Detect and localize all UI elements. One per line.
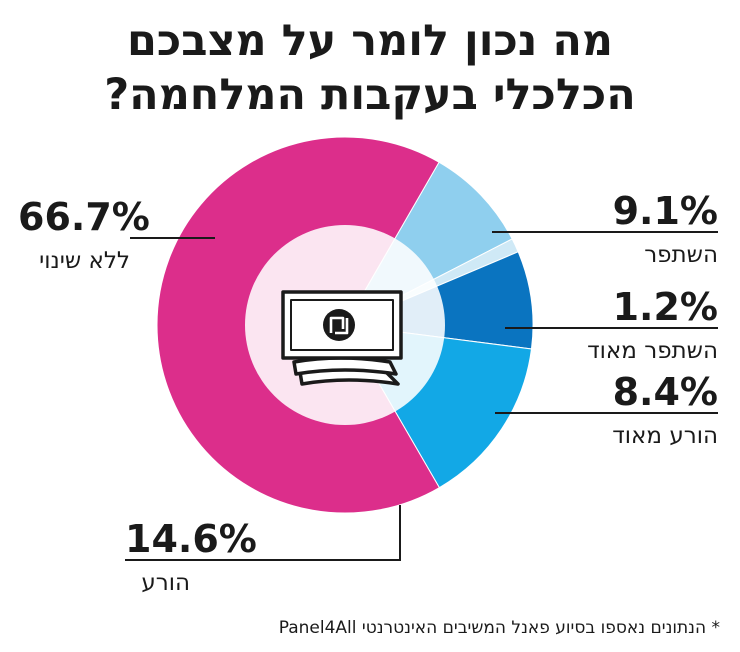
value-label-much-worse: 8.4%: [613, 370, 718, 414]
chart-title: מה נכון לומר על מצבכם הכלכלי בעקבות המלח…: [0, 14, 740, 122]
chart-title-line-1: מה נכון לומר על מצבכם: [126, 16, 614, 66]
category-label-no-change: ללא שינוי: [39, 248, 130, 274]
category-label-much-improved: השתפר מאוד: [587, 338, 718, 364]
value-label-no-change: 66.7%: [18, 195, 150, 239]
leader-lines: [125, 231, 718, 561]
slice-labels: 66.7% ללא שינוי 9.1% השתפר 1.2% השתפר מא…: [18, 189, 718, 596]
value-label-improved: 9.1%: [613, 189, 718, 233]
category-label-improved: השתפר: [644, 242, 718, 268]
value-label-worse: 14.6%: [125, 517, 257, 561]
source-footnote: * הנתונים נאספו בסיוע פאנל המשיבים האינט…: [278, 618, 720, 638]
shekel-banknote-icon: [281, 290, 403, 386]
chart-title-line-2: הכלכלי בעקבות המלחמה?: [104, 70, 636, 120]
leader-line-worse: [125, 505, 401, 561]
value-label-much-improved: 1.2%: [613, 285, 718, 329]
category-label-much-worse: הורע מאוד: [612, 423, 718, 449]
category-label-worse: הורע: [141, 570, 190, 596]
